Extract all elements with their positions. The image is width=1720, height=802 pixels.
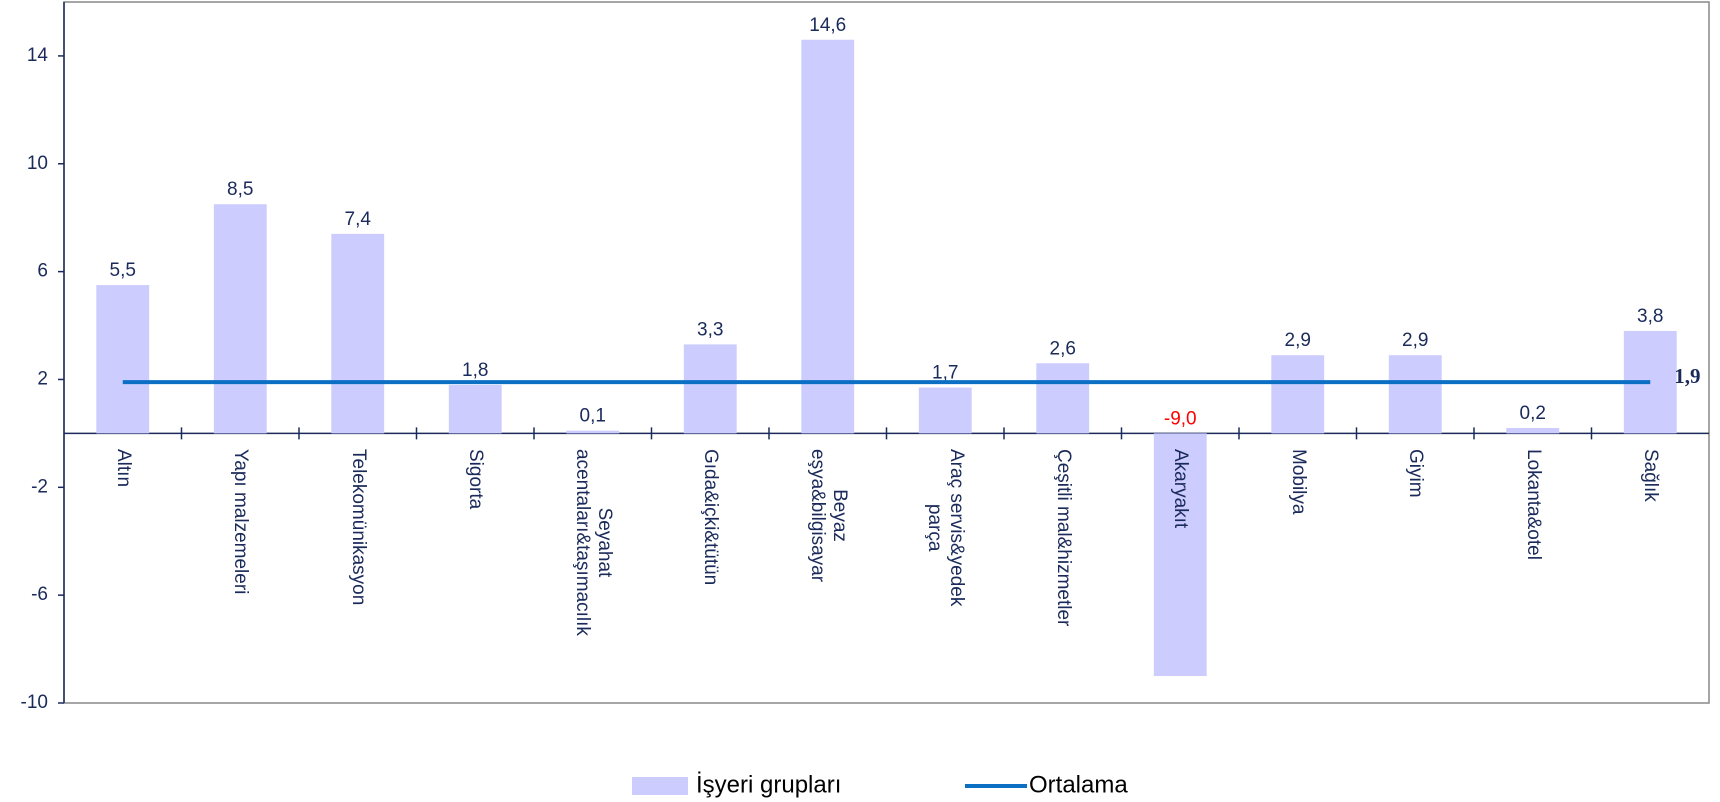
legend-swatch <box>632 777 688 795</box>
x-tick-label: Akaryakıt <box>1170 449 1192 529</box>
bar <box>331 233 385 434</box>
y-tick-label: 2 <box>37 368 48 389</box>
bar <box>1506 427 1560 434</box>
y-tick-label: 6 <box>37 261 48 282</box>
plot-frame <box>63 1 1710 704</box>
x-tick-label: Gıda&içki&tütün <box>700 449 722 586</box>
bar <box>918 387 972 434</box>
y-tick-label: -6 <box>31 584 48 605</box>
bar <box>1153 433 1207 677</box>
bar <box>213 204 267 434</box>
value-label: 14,6 <box>809 15 846 36</box>
bar <box>566 430 620 434</box>
end-label: 1,9 <box>1674 364 1700 388</box>
bar <box>683 344 737 434</box>
x-tick-label: Sigorta <box>465 449 487 510</box>
value-label: 8,5 <box>227 179 253 200</box>
x-tick-label: Giyim <box>1405 449 1427 498</box>
bar <box>1271 355 1325 434</box>
x-tick-label: Seyahat acentaları&taşımacılık <box>571 449 615 637</box>
x-tick-label: Sağlık <box>1640 449 1662 503</box>
value-label: 3,3 <box>697 319 723 340</box>
value-label: -9,0 <box>1164 408 1197 429</box>
value-label: 0,1 <box>580 406 606 427</box>
value-label: 1,7 <box>932 363 958 384</box>
x-tick-label: Telekomünikasyon <box>347 449 369 606</box>
y-tick-label: 14 <box>27 45 49 66</box>
value-label: 2,9 <box>1285 330 1311 351</box>
x-tick-label: Çeşitli mal&hizmetler <box>1052 449 1074 627</box>
bar <box>448 384 502 434</box>
x-tick-label: Beyaz eşya&bilgisayar <box>806 449 850 583</box>
bar <box>96 285 150 434</box>
x-tick-label: Lokanta&otel <box>1522 449 1544 561</box>
legend-label: Ortalama <box>1029 771 1128 798</box>
value-label: 5,5 <box>110 260 136 281</box>
bar <box>801 39 855 434</box>
y-tick-label: -2 <box>31 476 48 497</box>
value-label: 0,2 <box>1520 403 1546 424</box>
x-tick-label: Altın <box>112 449 134 488</box>
value-label: 2,9 <box>1402 330 1428 351</box>
y-tick-label: 10 <box>27 153 48 174</box>
x-tick-label: Yapı malzemeleri <box>230 449 252 595</box>
x-tick-label: Araç servis&yedek parça <box>924 449 968 607</box>
y-tick-label: -10 <box>21 692 48 713</box>
value-label: 7,4 <box>345 209 372 230</box>
bar <box>1388 355 1442 434</box>
x-tick-label: Mobilya <box>1287 449 1309 515</box>
value-label: 3,8 <box>1637 306 1663 327</box>
bar <box>1036 363 1090 434</box>
value-label: 1,8 <box>462 360 488 381</box>
value-label: 2,6 <box>1050 338 1076 359</box>
legend-label: İşyeri grupları <box>696 771 841 798</box>
